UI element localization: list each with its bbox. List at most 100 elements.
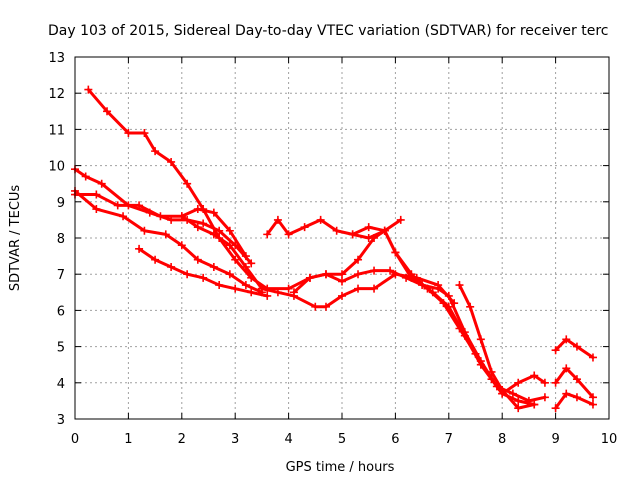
data-point: [241, 281, 250, 290]
data-point: [156, 212, 165, 221]
data-point: [241, 262, 250, 271]
y-tick-label: 8: [57, 232, 65, 247]
data-point: [97, 179, 106, 188]
data-point: [140, 129, 149, 138]
series-track-12: [551, 335, 597, 362]
data-point: [231, 284, 240, 293]
data-point: [193, 205, 202, 214]
data-point: [193, 255, 202, 264]
data-point: [316, 215, 325, 224]
data-point: [167, 262, 176, 271]
data-point: [151, 255, 160, 264]
y-tick-label: 9: [57, 196, 65, 211]
data-point: [354, 284, 363, 293]
data-point: [321, 302, 330, 311]
data-point: [540, 378, 549, 387]
x-tick-label: 8: [498, 432, 506, 447]
data-point: [370, 234, 379, 242]
series-track-9: [289, 226, 539, 409]
data-point: [183, 270, 192, 279]
data-point: [466, 302, 475, 311]
data-point: [92, 205, 101, 214]
data-point: [289, 288, 298, 297]
data-point: [530, 371, 539, 380]
series-trace: [260, 269, 547, 403]
y-tick-label: 10: [48, 160, 65, 175]
x-tick-label: 3: [231, 432, 239, 447]
series-trace: [86, 88, 269, 291]
series-trace: [351, 225, 547, 396]
data-point: [247, 288, 256, 297]
data-point: [540, 393, 549, 402]
x-tick-label: 4: [284, 432, 292, 447]
data-point: [514, 378, 523, 387]
data-point: [380, 226, 389, 235]
y-axis-label: SDTVAR / TECUs: [8, 185, 23, 292]
data-point: [183, 179, 192, 188]
data-point: [391, 248, 400, 257]
data-point: [215, 281, 224, 290]
x-tick-label: 0: [71, 432, 79, 447]
data-point: [514, 404, 523, 413]
data-series: [71, 85, 597, 413]
series-trace: [554, 337, 595, 359]
data-point: [177, 212, 186, 221]
data-point: [151, 147, 160, 156]
data-point: [135, 244, 144, 253]
data-point: [140, 226, 149, 235]
data-point: [386, 266, 395, 275]
data-point: [370, 266, 379, 275]
y-tick-label: 12: [48, 87, 65, 102]
x-tick-label: 1: [124, 432, 132, 447]
plot-frame: [74, 56, 610, 420]
series-trace: [73, 193, 248, 258]
series-track-10: [348, 223, 549, 398]
data-point: [284, 284, 293, 293]
data-point: [508, 389, 517, 398]
data-point: [209, 262, 218, 271]
data-point: [284, 230, 293, 239]
data-point: [588, 400, 597, 409]
data-point: [177, 241, 186, 250]
data-point: [588, 393, 597, 402]
data-point: [551, 404, 560, 413]
data-point: [476, 335, 485, 344]
y-tick-label: 4: [57, 377, 65, 392]
data-point: [562, 364, 571, 373]
data-point: [321, 270, 330, 279]
data-point: [514, 396, 523, 405]
data-point: [241, 252, 250, 261]
data-point: [263, 291, 272, 300]
data-point: [135, 201, 144, 210]
series-track-3: [71, 190, 250, 261]
data-point: [562, 389, 571, 398]
series-track-13: [551, 389, 597, 413]
series-trace: [180, 214, 456, 309]
data-point: [444, 291, 453, 300]
series-track-5: [135, 244, 272, 300]
data-point: [562, 335, 571, 344]
data-point: [124, 129, 133, 138]
data-point: [455, 324, 464, 333]
data-point: [84, 85, 93, 94]
x-tick-label: 5: [338, 432, 346, 447]
data-point: [364, 223, 373, 232]
x-tick-label: 2: [178, 432, 186, 447]
data-point: [305, 273, 314, 282]
data-point: [396, 215, 405, 224]
data-point: [551, 378, 560, 387]
x-tick-label: 9: [551, 432, 559, 447]
data-point: [354, 255, 363, 264]
data-point: [588, 353, 597, 362]
data-point: [209, 208, 218, 217]
y-tick-label: 11: [48, 123, 65, 138]
data-point: [225, 226, 234, 235]
data-point: [231, 255, 240, 264]
data-point: [338, 270, 346, 279]
chart-title: Day 103 of 2015, Sidereal Day-to-day VTE…: [48, 23, 608, 39]
data-point: [263, 230, 272, 239]
data-point: [572, 375, 581, 384]
data-point: [193, 223, 202, 232]
